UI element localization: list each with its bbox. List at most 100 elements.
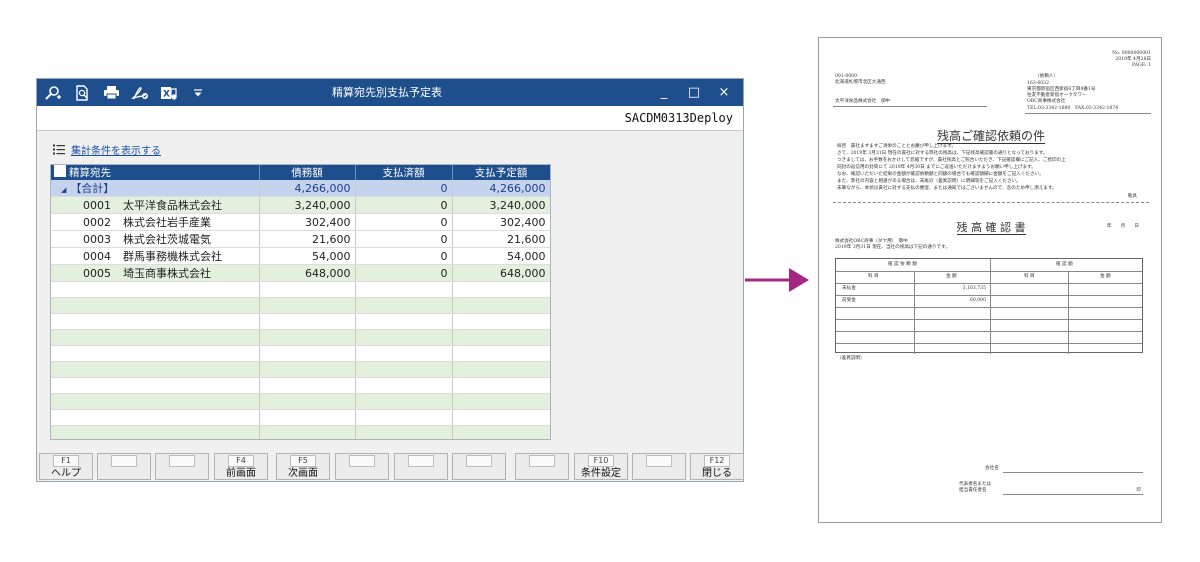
filter-toggle[interactable]: 集計条件を表示する [53, 141, 161, 157]
excel-export-icon[interactable]: X [159, 83, 179, 103]
close-button[interactable]: × [718, 85, 730, 100]
total-label-cell: ◢ 【合計】 [51, 180, 260, 197]
grid-table: 精算宛先 債務額 支払済額 支払予定額 ◢ 【合計】 4,266,000 0 4,… [51, 165, 550, 439]
paid-cell: 0 [355, 264, 453, 282]
list-icon [53, 144, 65, 154]
paid-cell: 0 [355, 247, 453, 265]
paid-cell: 0 [355, 230, 453, 248]
rep-label-2: 担当責任者名 [959, 488, 987, 493]
print-icon[interactable] [101, 83, 121, 103]
window-controls: _ □ × [649, 79, 739, 106]
empty-row [51, 377, 550, 394]
payee-code: 0004 [83, 250, 111, 263]
search-plus-icon[interactable] [43, 83, 63, 103]
debt-cell: 3,240,000 [259, 196, 356, 214]
payee-code: 0002 [83, 216, 111, 229]
paid-cell: 0 [355, 196, 453, 214]
account-cell: 前受金 [842, 298, 856, 303]
search-doc-icon[interactable] [72, 83, 92, 103]
confirm-intro: 2019年 3月31日 現在、当社の残高は下記の通りです。 [835, 245, 950, 250]
grid-menu-icon[interactable] [54, 165, 66, 177]
divider [833, 106, 987, 107]
table-row[interactable]: 0005 埼玉商事株式会社 648,000 0 648,000 [51, 264, 550, 282]
empty-row [51, 425, 550, 439]
scheduled-cell: 3,240,000 [452, 196, 550, 214]
seal-mark: 印 [1136, 488, 1141, 493]
empty-row [51, 409, 550, 426]
body-line: 同封の返信用の封筒にて 2019年 4月30日 までにご返送いただけますようお願… [837, 165, 1036, 170]
payee-code: 0005 [83, 267, 111, 280]
table-row[interactable]: 0001 太平洋食品株式会社 3,240,000 0 3,240,000 [51, 196, 550, 214]
account-header: 科 目 [1024, 274, 1035, 279]
dropdown-icon[interactable] [188, 83, 208, 103]
app-window: X 精算宛先別支払予定表 _ □ × SACDM0313Deploy 集計条件を… [36, 78, 744, 482]
payee-name: 太平洋食品株式会社 [123, 199, 222, 212]
table-row[interactable]: 0002 株式会社岩手産業 302,400 0 302,400 [51, 213, 550, 231]
program-id: SACDM0313Deploy [624, 111, 733, 125]
f10-settings-button[interactable]: F10 条件設定 [574, 453, 628, 480]
requested-header: 確 認 依 頼 額 [888, 262, 917, 267]
f5-next-button[interactable]: F5 次画面 [276, 453, 330, 480]
payee-name: 株式会社茨城電気 [123, 233, 211, 246]
divider [1025, 113, 1151, 114]
pdf-export-icon[interactable] [130, 83, 150, 103]
cut-line [833, 202, 1149, 203]
data-grid: 精算宛先 債務額 支払済額 支払予定額 ◢ 【合計】 4,266,000 0 4,… [50, 164, 551, 440]
f12-close-button[interactable]: F12 閉じる [690, 453, 744, 480]
f3-button[interactable] [155, 453, 209, 480]
column-header-payee[interactable]: 精算宛先 [51, 165, 260, 180]
scheduled-cell: 648,000 [452, 264, 550, 282]
amount-cell: 3,103,735 [962, 286, 986, 291]
from-zip: 163-6032 [1027, 81, 1050, 86]
body-line: つきましては、お手数をおかけして恐縮ですが、貴社残高とご照合いただき、下記確認欄… [837, 158, 1066, 163]
table-row[interactable]: 0003 株式会社茨城電気 21,600 0 21,600 [51, 230, 550, 248]
doc-number: No. 0000000001 [1112, 51, 1151, 56]
f4-previous-button[interactable]: F4 前画面 [214, 453, 268, 480]
rep-label-1: 代表者名または [959, 482, 992, 487]
f6-button[interactable] [335, 453, 389, 480]
amount-cell: 60,000 [969, 298, 986, 303]
arrow-right-icon [745, 268, 809, 292]
empty-row [51, 329, 550, 346]
column-header-paid[interactable]: 支払済額 [355, 165, 453, 180]
payee-name: 株式会社岩手産業 [123, 216, 211, 229]
filter-link[interactable]: 集計条件を表示する [71, 145, 161, 157]
body-line: 末筆ながら、本状は貴社に対する支払の催促、または通知ではございませんので、念のた… [837, 186, 1057, 191]
total-paid: 0 [355, 180, 453, 197]
f1-help-button[interactable]: F1 ヘルプ [39, 453, 93, 480]
body-line: また、弊社の内容と相違がある場合は、末尾の（差異説明）に明細等をご記入ください。 [837, 179, 1021, 184]
confirm-to: 株式会社OBC商事（ダヤ用） 御中 [835, 239, 908, 244]
from-tel: TEL:03-3342-1880 FAX:03-3342-1874 [1027, 106, 1119, 111]
empty-row [51, 361, 550, 378]
payee-name: 群馬事務機株式会社 [123, 250, 222, 263]
total-row[interactable]: ◢ 【合計】 4,266,000 0 4,266,000 [51, 180, 550, 197]
closing: 敬具 [1127, 194, 1137, 199]
debt-cell: 54,000 [259, 247, 356, 265]
minimize-button[interactable]: _ [660, 85, 668, 100]
f7-button[interactable] [394, 453, 448, 480]
balance-confirmation-document: No. 0000000001 2019年 4月28日 PAGE: 1 001-0… [818, 37, 1162, 523]
debt-cell: 648,000 [259, 264, 356, 282]
window-title: 精算宛先別支払予定表 [332, 86, 442, 99]
column-header-debt[interactable]: 債務額 [259, 165, 356, 180]
body-line: 拝啓 貴社ますますご清栄のこととお慶び申し上げます。 [837, 144, 956, 149]
empty-row [51, 297, 550, 314]
maximize-button[interactable]: □ [687, 85, 701, 100]
f8-button[interactable] [452, 453, 506, 480]
from-address-2: 住友不動産新宿オークタワー [1027, 93, 1087, 98]
column-header-scheduled[interactable]: 支払予定額 [452, 165, 550, 180]
requester-label: （依頼人） [1035, 74, 1058, 79]
body-line: さて、2019年 3月31日 現在の貴社に対する弊社の残高は、下記残高確認書の通… [837, 151, 1048, 156]
from-address-1: 東京都新宿区西新宿6丁目8番1号 [1027, 87, 1096, 92]
amount-header: 金 額 [946, 274, 957, 279]
diff-note: （差異説明） [837, 356, 865, 361]
from-company: OBC商事株式会社 [1027, 99, 1066, 104]
collapse-icon[interactable]: ◢ [61, 186, 67, 194]
program-id-bar: SACDM0313Deploy [37, 106, 743, 131]
f9-button[interactable] [515, 453, 569, 480]
f11-button[interactable] [632, 453, 686, 480]
table-row[interactable]: 0004 群馬事務機株式会社 54,000 0 54,000 [51, 247, 550, 265]
account-header: 科 目 [868, 274, 879, 279]
grid-header: 精算宛先 債務額 支払済額 支払予定額 [51, 165, 550, 180]
f2-button[interactable] [97, 453, 151, 480]
